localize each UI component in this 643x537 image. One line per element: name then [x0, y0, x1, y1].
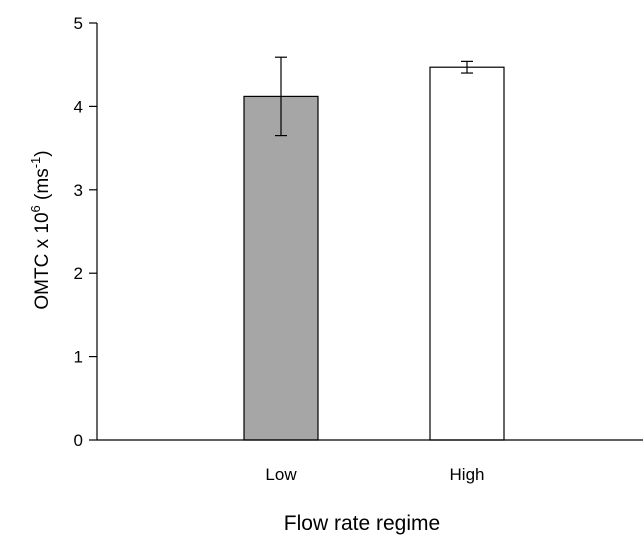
bar-low [243, 95, 319, 441]
x-axis-title: Flow rate regime [284, 512, 440, 535]
y-tick-label-3: 3 [74, 181, 83, 200]
y-axis-title-exponent-2: -1 [28, 157, 43, 169]
y-axis-ticks: 0 1 2 3 4 5 [74, 14, 97, 450]
y-axis-title-suffix: ) [32, 150, 53, 156]
x-tick-label-low: Low [265, 465, 297, 484]
bars-group [243, 66, 505, 441]
y-tick-label-4: 4 [74, 97, 83, 116]
y-axis-title-exponent-1: 6 [28, 205, 43, 212]
y-axis-title-unit: (ms [32, 168, 53, 205]
y-tick-label-1: 1 [74, 348, 83, 367]
x-tick-label-high: High [450, 465, 485, 484]
error-bars-group [275, 56, 473, 137]
y-axis-title-prefix: OMTC x 10 [32, 212, 53, 309]
y-axis-title: OMTC x 106 (ms-1) [28, 150, 53, 309]
y-tick-label-0: 0 [74, 431, 83, 450]
y-tick-label-5: 5 [74, 14, 83, 33]
x-tick-labels: Low High [265, 465, 484, 484]
error-bar-high [461, 60, 473, 74]
bar-high [429, 66, 505, 441]
y-tick-label-2: 2 [74, 264, 83, 283]
error-bar-low [275, 56, 287, 137]
